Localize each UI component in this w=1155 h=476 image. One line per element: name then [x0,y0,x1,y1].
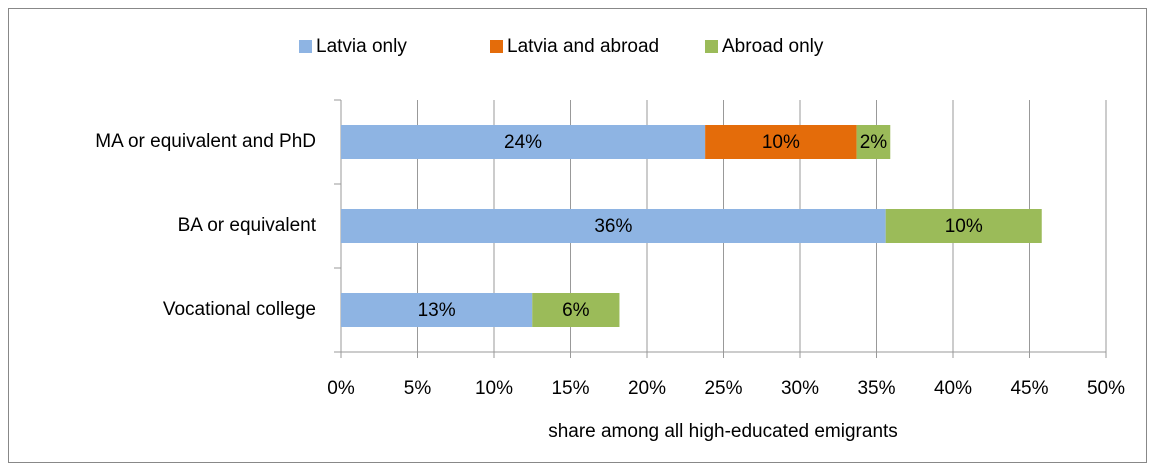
x-tick-label: 40% [934,378,972,399]
x-tick-label: 30% [781,378,819,399]
data-label: 10% [945,216,983,237]
x-axis-label: share among all high-educated emigrants [548,421,898,442]
y-tick-label: BA or equivalent [178,215,317,236]
x-tick-label: 0% [327,378,355,399]
data-label: 6% [562,300,590,321]
bar-segment [856,125,891,159]
data-label: 2% [860,132,888,153]
bar-segment [341,125,706,159]
legend-label: Latvia and abroad [507,36,659,57]
bar-segment [885,209,1042,243]
data-label: 24% [504,132,542,153]
x-tick-label: 25% [704,378,742,399]
legend-swatch [490,40,503,53]
legend-label: Latvia only [316,36,407,57]
x-tick-label: 45% [1010,378,1048,399]
bar-segment [532,293,620,327]
y-tick-label: Vocational college [163,299,316,320]
x-tick-label: 5% [404,378,432,399]
data-label: 36% [594,216,632,237]
legend-swatch [299,40,312,53]
x-tick-label: 35% [857,378,895,399]
x-tick-label: 20% [628,378,666,399]
x-tick-label: 50% [1087,378,1125,399]
y-tick-label: MA or equivalent and PhD [95,131,316,152]
bar-segment [341,209,886,243]
x-tick-label: 10% [475,378,513,399]
legend-label: Abroad only [722,36,824,57]
data-label: 10% [762,132,800,153]
legend-swatch [705,40,718,53]
bar-segment [705,125,857,159]
bar-segment [341,293,533,327]
data-label: 13% [418,300,456,321]
x-tick-label: 15% [551,378,589,399]
